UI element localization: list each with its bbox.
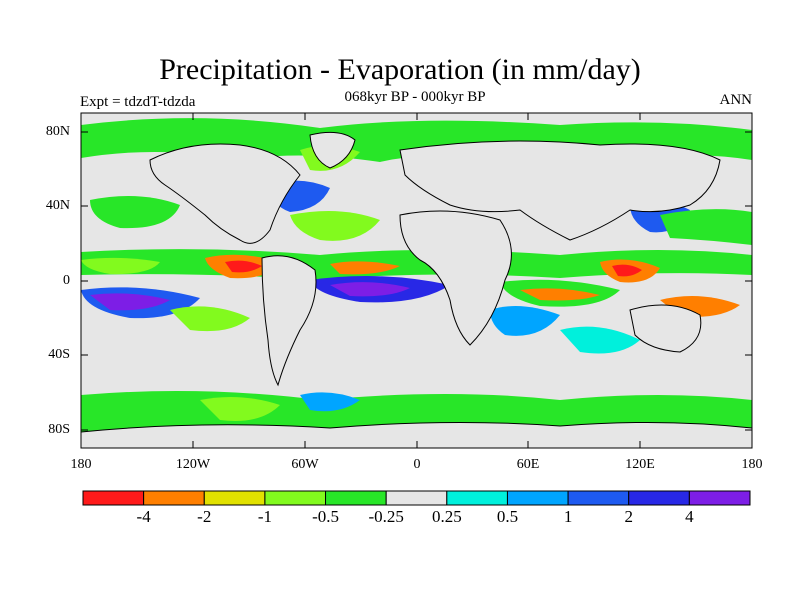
lon-tick-label: 60W	[291, 457, 319, 472]
land-africa	[399, 210, 512, 346]
colorbar-swatch	[325, 490, 387, 506]
colorbar-label: 2	[624, 507, 633, 526]
field-west-pacific-green	[660, 209, 752, 245]
field-south-atlantic-violet	[330, 282, 410, 297]
colorbar-label: -0.25	[368, 507, 404, 526]
colorbar-label: 0.5	[496, 507, 519, 526]
longitude-ticks	[192, 113, 641, 448]
colorbar-swatch	[264, 490, 327, 506]
field-itcz-atlantic-orange	[330, 261, 400, 275]
field-north-pacific-green	[90, 196, 180, 229]
lon-tick-label: 60E	[516, 457, 540, 472]
field-maritime-continent-red	[612, 264, 642, 277]
season-label: ANN	[719, 92, 753, 108]
colorbar-swatch	[506, 490, 569, 506]
field-indian-ocean-orange	[520, 288, 600, 301]
field-itcz-east-pacific-red	[225, 260, 262, 273]
field-south-indian-cyan	[560, 326, 640, 354]
map-title: Precipitation - Evaporation (in mm/day)	[159, 53, 641, 86]
field-south-indian-blue	[490, 306, 560, 336]
lat-tick-label: 40N	[45, 198, 70, 213]
latitude-ticks	[81, 131, 752, 431]
field-southern-ocean-lime	[200, 396, 280, 421]
colorbar-swatch	[143, 490, 205, 506]
colorbar-label: 1	[563, 507, 573, 526]
colorbar-label: -4	[136, 507, 151, 526]
lon-tick-label: 120W	[175, 457, 211, 472]
colorbar-swatch	[446, 490, 508, 506]
lat-tick-label: 40S	[48, 347, 70, 362]
lon-tick-label: 0	[413, 457, 421, 472]
experiment-label: Expt = tdzdT-tdzda	[80, 94, 196, 110]
colorbar-label: 4	[685, 507, 694, 526]
lon-tick-label: 180	[70, 457, 92, 472]
field-south-pacific-violet	[90, 293, 170, 311]
lon-tick-label: 120E	[625, 457, 655, 472]
land-antarctica	[81, 421, 752, 448]
land-north-america	[149, 143, 301, 244]
colorbar-label: -1	[257, 507, 272, 526]
field-central-pacific-green	[81, 257, 160, 275]
field-south-pacific-lime	[170, 306, 250, 332]
colorbar	[82, 490, 751, 506]
colorbar-label: 0.25	[431, 507, 462, 526]
land-australia	[629, 304, 702, 353]
colorbar-swatch	[82, 490, 145, 506]
lon-tick-label: 180	[741, 457, 763, 472]
anomaly-field	[81, 118, 752, 448]
field-southern-ocean-blue	[300, 392, 360, 412]
colorbar-label: -2	[197, 507, 212, 526]
land-greenland	[309, 131, 356, 169]
colorbar-swatch	[385, 490, 448, 506]
lat-tick-label: 0	[63, 273, 70, 288]
colorbar-swatch	[688, 490, 751, 506]
colorbar-swatch	[567, 490, 630, 506]
colorbar-swatch	[203, 490, 266, 506]
colorbar-swatch	[628, 490, 690, 506]
field-north-atlantic-green	[290, 211, 380, 241]
map-subtitle: 068kyr BP - 000kyr BP	[344, 89, 486, 105]
land-eurasia	[399, 140, 721, 241]
land-south-america	[261, 255, 317, 387]
lat-tick-label: 80S	[48, 422, 70, 437]
lat-tick-label: 80N	[45, 124, 70, 139]
colorbar-label: -0.5	[312, 507, 339, 526]
